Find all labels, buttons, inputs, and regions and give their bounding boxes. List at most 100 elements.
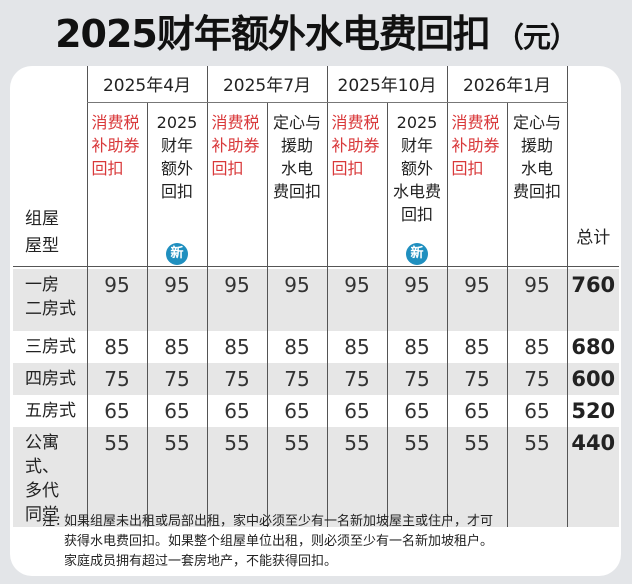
value-cell: 65 bbox=[386, 395, 447, 427]
total-cell: 760 bbox=[566, 269, 619, 331]
value-cell: 55 bbox=[266, 427, 327, 527]
header-line: 额外 bbox=[400, 158, 433, 178]
header-line: 回扣 bbox=[160, 181, 193, 201]
value-cell: 95 bbox=[506, 269, 567, 331]
housing-type-line: 三房式 bbox=[25, 337, 76, 357]
housing-type-header: 组屋 屋型 bbox=[13, 66, 87, 266]
header-line: 额外 bbox=[160, 158, 193, 178]
value-cell: 85 bbox=[206, 331, 267, 363]
footnote-line: 获得水电费回扣。如果整个组屋单位出租，则必须至少有一名新加坡租户。 bbox=[64, 534, 494, 549]
header-line: 消费税 bbox=[211, 112, 260, 132]
table-row: 公寓式、 多代 同堂 55 55 55 55 55 55 55 55 440 bbox=[13, 427, 619, 527]
value-cell: 95 bbox=[86, 269, 147, 331]
gst-voucher-rebate-header: 消费税 补助券 回扣 bbox=[206, 102, 267, 266]
header-line: 水电 bbox=[280, 158, 313, 178]
housing-type-cell: 四房式 bbox=[13, 363, 87, 395]
period-header-row: 组屋 屋型 2025年4月 2025年7月 2025年10月 2026年1月 总… bbox=[13, 66, 619, 266]
housing-type-line: 多代 bbox=[25, 481, 59, 501]
gst-voucher-rebate-header: 消费税 补助券 回扣 bbox=[86, 102, 147, 266]
period-header: 2025年10月 bbox=[326, 66, 447, 103]
fy2025-extra-rebate-header: 2025 财年 额外 回扣 新 bbox=[146, 102, 207, 266]
header-line: 水电 bbox=[520, 158, 553, 178]
value-cell: 85 bbox=[86, 331, 147, 363]
value-cell: 65 bbox=[506, 395, 567, 427]
value-cell: 85 bbox=[326, 331, 387, 363]
value-cell: 65 bbox=[206, 395, 267, 427]
header-line: 补助券 bbox=[451, 135, 500, 155]
value-cell: 95 bbox=[146, 269, 207, 331]
gst-voucher-rebate-header: 消费税 补助券 回扣 bbox=[326, 102, 387, 266]
table-row: 三房式 85 85 85 85 85 85 85 85 680 bbox=[13, 331, 619, 363]
housing-type-cell: 五房式 bbox=[13, 395, 87, 427]
value-cell: 85 bbox=[266, 331, 327, 363]
header-line: 2025 bbox=[396, 112, 438, 132]
header-line: 援助 bbox=[520, 135, 553, 155]
value-cell: 55 bbox=[206, 427, 267, 527]
assurance-support-rebate-header: 定心与 援助 水电 费回扣 bbox=[506, 102, 567, 266]
value-cell: 75 bbox=[326, 363, 387, 395]
value-cell: 75 bbox=[386, 363, 447, 395]
value-cell: 55 bbox=[86, 427, 147, 527]
housing-type-cell: 三房式 bbox=[13, 331, 87, 363]
value-cell: 55 bbox=[506, 427, 567, 527]
value-cell: 55 bbox=[326, 427, 387, 527]
header-line: 补助券 bbox=[331, 135, 380, 155]
value-cell: 75 bbox=[266, 363, 327, 395]
footnote: 注： 如果组屋未出租或局部出租，家中必须至少有一名新加坡屋主或住户，才可 获得水… bbox=[42, 512, 612, 572]
total-header: 总计 bbox=[566, 66, 619, 266]
footnote-prefix: 注： bbox=[42, 514, 69, 529]
total-cell: 600 bbox=[566, 363, 619, 395]
housing-type-line: 四房式 bbox=[25, 369, 76, 389]
value-cell: 95 bbox=[326, 269, 387, 331]
housing-type-line: 一房 bbox=[25, 275, 59, 295]
header-line: 水电费 bbox=[392, 181, 441, 201]
gst-voucher-rebate-header: 消费税 补助券 回扣 bbox=[446, 102, 507, 266]
header-line: 回扣 bbox=[451, 158, 484, 178]
value-cell: 75 bbox=[206, 363, 267, 395]
value-cell: 75 bbox=[506, 363, 567, 395]
header-line: 回扣 bbox=[400, 204, 433, 224]
value-cell: 65 bbox=[146, 395, 207, 427]
new-badge-icon: 新 bbox=[406, 242, 428, 265]
header-line: 回扣 bbox=[331, 158, 364, 178]
header-line: 回扣 bbox=[211, 158, 244, 178]
value-cell: 75 bbox=[146, 363, 207, 395]
housing-type-line: 二房式 bbox=[25, 299, 76, 319]
housing-type-line: 公寓式、 bbox=[25, 433, 59, 477]
header-line: 财年 bbox=[160, 135, 193, 155]
value-cell: 95 bbox=[266, 269, 327, 331]
footnote-line: 如果组屋未出租或局部出租，家中必须至少有一名新加坡屋主或住户，才可 bbox=[64, 514, 494, 529]
housing-type-line: 同堂 bbox=[25, 505, 59, 525]
value-cell: 85 bbox=[386, 331, 447, 363]
new-badge-icon: 新 bbox=[166, 242, 188, 265]
page-title: 2025财年额外水电费回扣 （元） bbox=[0, 8, 632, 64]
value-cell: 85 bbox=[506, 331, 567, 363]
title-unit: （元） bbox=[495, 21, 578, 54]
header-line: 2025 bbox=[156, 112, 198, 132]
header-line: 消费税 bbox=[451, 112, 500, 132]
value-cell: 65 bbox=[86, 395, 147, 427]
subheader-row: 消费税 补助券 回扣 2025 财年 额外 回扣 新 消费税 补助券 回扣 bbox=[13, 102, 619, 266]
value-cell: 95 bbox=[386, 269, 447, 331]
housing-header-line: 组屋 bbox=[25, 208, 59, 229]
value-cell: 65 bbox=[266, 395, 327, 427]
value-cell: 75 bbox=[446, 363, 507, 395]
housing-type-cell: 一房 二房式 bbox=[13, 269, 87, 331]
header-line: 费回扣 bbox=[272, 181, 321, 201]
header-line: 补助券 bbox=[91, 135, 140, 155]
period-header: 2025年7月 bbox=[206, 66, 327, 103]
table-row: 五房式 65 65 65 65 65 65 65 65 520 bbox=[13, 395, 619, 427]
value-cell: 65 bbox=[446, 395, 507, 427]
header-divider bbox=[13, 265, 619, 269]
title-main: 2025财年额外水电费回扣 bbox=[55, 12, 491, 56]
header-line: 消费税 bbox=[331, 112, 380, 132]
footnote-line: 家庭成员拥有超过一套房地产，不能获得回扣。 bbox=[64, 554, 338, 569]
value-cell: 95 bbox=[206, 269, 267, 331]
table-row: 一房 二房式 95 95 95 95 95 95 95 95 760 bbox=[13, 269, 619, 331]
total-cell: 440 bbox=[566, 427, 619, 527]
period-header: 2026年1月 bbox=[446, 66, 567, 103]
rebate-table: 组屋 屋型 2025年4月 2025年7月 2025年10月 2026年1月 总… bbox=[13, 66, 619, 527]
header-line: 费回扣 bbox=[512, 181, 561, 201]
value-cell: 85 bbox=[146, 331, 207, 363]
rebate-table-card: 组屋 屋型 2025年4月 2025年7月 2025年10月 2026年1月 总… bbox=[10, 66, 621, 576]
